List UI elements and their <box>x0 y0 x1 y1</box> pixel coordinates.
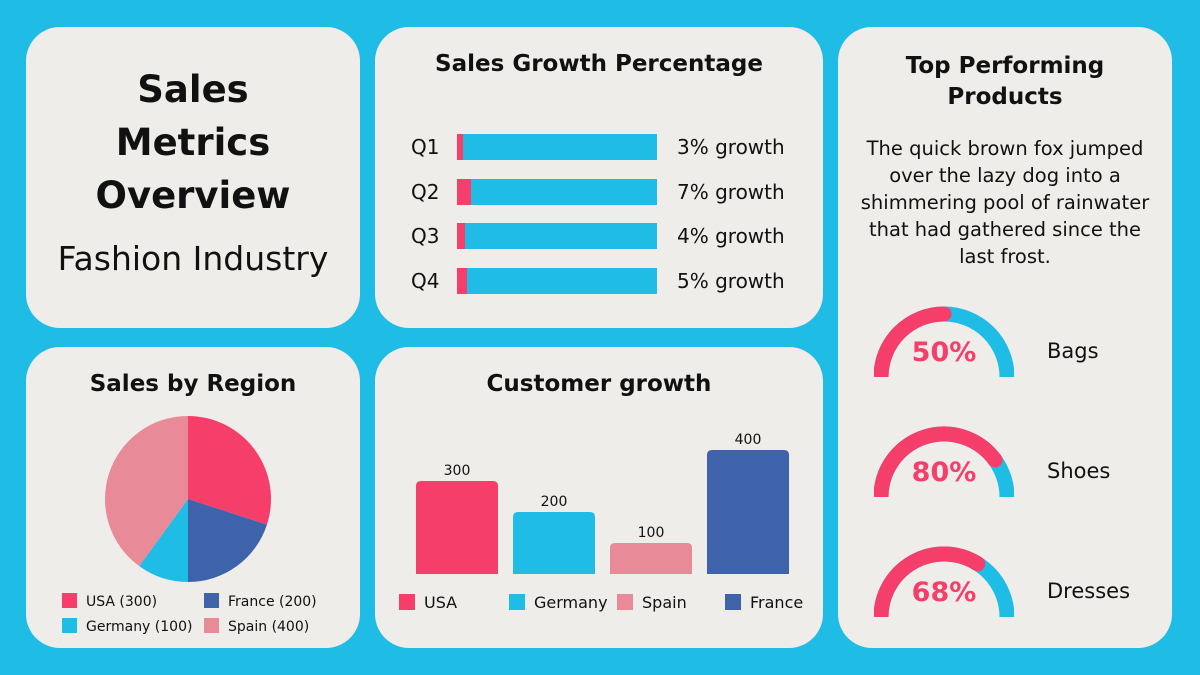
bar-usa <box>416 481 498 574</box>
gauge-fill-cap <box>970 556 986 572</box>
bar-group: 200 <box>513 494 595 574</box>
growth-label: 3% growth <box>677 135 785 159</box>
bar-legend-item: USA <box>399 593 457 613</box>
bar-germany <box>513 512 595 574</box>
pie-slice-usa <box>188 416 271 525</box>
bar-legend-item: Germany <box>509 593 608 613</box>
gauge-fill <box>874 306 945 377</box>
quarter-label: Q1 <box>411 135 440 159</box>
pie-legend-item: Germany (100) <box>62 617 193 636</box>
product-gauge-row: 80% Shoes <box>838 425 1172 505</box>
bar-france <box>707 450 789 574</box>
customer-growth-title: Customer growth <box>486 371 712 397</box>
legend-label: France (200) <box>228 594 317 610</box>
gauge-percent: 80% <box>911 457 977 488</box>
title-line-2: Metrics <box>115 121 271 164</box>
pie-legend-item: France (200) <box>204 592 317 611</box>
legend-swatch <box>62 617 77 633</box>
growth-label: 4% growth <box>677 224 785 248</box>
legend-swatch <box>725 593 741 610</box>
description-text: The quick brown fox jumped over the lazy… <box>860 137 1150 268</box>
quarter-label: Q2 <box>411 179 440 204</box>
pie-legend-item: Spain (400) <box>204 617 310 636</box>
growth-bar-fill <box>457 267 467 294</box>
legend-swatch <box>204 592 219 608</box>
bar-group: 400 <box>707 432 789 574</box>
pie-chart <box>104 416 271 582</box>
gauge-fill-cap <box>987 452 1003 468</box>
bar-value-label: 200 <box>541 494 568 510</box>
bar-value-label: 100 <box>638 525 665 541</box>
growth-bar-track <box>457 223 657 249</box>
gauge-chart <box>874 306 1014 377</box>
sales-growth-card: Sales Growth Percentage Q1 3% growth Q2 7% … <box>375 27 823 328</box>
sales-by-region-card: Sales by Region USA (300) France (200) Ger… <box>26 347 360 648</box>
growth-bar-track <box>457 267 657 294</box>
growth-label: 7% growth <box>677 179 785 204</box>
legend-label: Spain (400) <box>228 619 310 635</box>
main-title: Sales Metrics Overview <box>26 63 360 222</box>
top-products-card: Top Performing Products The quick brown … <box>838 27 1172 648</box>
growth-row: Q1 3% growth <box>375 134 823 160</box>
legend-label: Germany (100) <box>86 619 193 635</box>
sales-by-region-title: Sales by Region <box>89 371 297 397</box>
gauge-chart <box>874 546 1014 617</box>
legend-swatch <box>204 617 219 633</box>
bar-value-label: 300 <box>444 463 471 479</box>
product-name: Bags <box>1047 339 1099 363</box>
legend-label: USA <box>424 593 458 612</box>
pie-slice-germany <box>139 499 188 582</box>
gauge-chart <box>874 426 1014 497</box>
bar-chart: 300 200 100 400 <box>416 432 789 574</box>
growth-bar-fill <box>457 223 465 249</box>
gauge-percent: 50% <box>911 337 977 368</box>
sales-growth-title: Sales Growth Percentage <box>435 51 763 77</box>
legend-label: Spain <box>642 593 687 612</box>
quarter-label: Q4 <box>411 268 440 293</box>
customer-growth-card: Customer growth 300 200 100 400 USA Germany S… <box>375 347 823 648</box>
legend-swatch <box>399 593 415 610</box>
legend-swatch <box>62 592 77 608</box>
legend-label: Germany <box>534 593 608 612</box>
growth-label: 5% growth <box>677 268 785 293</box>
legend-label: USA (300) <box>86 594 158 610</box>
growth-row: Q4 5% growth <box>375 267 823 294</box>
bar-group: 300 <box>416 463 498 574</box>
product-gauge-row: 68% Dresses <box>838 545 1172 625</box>
subtitle: Fashion Industry <box>57 239 329 278</box>
title-card: Sales Metrics Overview Fashion Industry <box>26 27 360 328</box>
product-name: Dresses <box>1047 579 1131 603</box>
gauge-percent: 68% <box>911 577 977 608</box>
top-products-title-line-2: Products <box>947 84 1063 110</box>
legend-label: France <box>750 593 804 612</box>
legend-swatch <box>617 593 633 610</box>
pie-slice-france <box>188 499 267 582</box>
bar-group: 100 <box>610 525 692 574</box>
gauge-fill <box>874 426 1002 497</box>
growth-bar-track <box>457 178 657 205</box>
bar-legend-item: France <box>725 593 803 613</box>
bar-spain <box>610 543 692 574</box>
growth-bar-track <box>457 134 657 160</box>
product-gauge-row: 50% Bags <box>838 305 1172 385</box>
product-name: Shoes <box>1047 459 1111 483</box>
quarter-label: Q3 <box>411 224 440 248</box>
legend-swatch <box>509 593 525 610</box>
growth-bar-fill <box>457 134 463 160</box>
title-line-3: Overview <box>95 174 291 217</box>
bar-legend-item: Spain <box>617 593 687 613</box>
title-line-1: Sales <box>137 68 249 111</box>
growth-row: Q3 4% growth <box>375 223 823 249</box>
top-products-title-line-1: Top Performing <box>905 53 1105 79</box>
gauge-fill <box>874 546 982 617</box>
growth-bar-fill <box>457 178 471 205</box>
bar-value-label: 400 <box>735 432 762 448</box>
gauge-fill-cap <box>936 306 952 322</box>
growth-row: Q2 7% growth <box>375 178 823 205</box>
pie-slice-spain <box>104 416 188 567</box>
pie-legend-item: USA (300) <box>62 592 158 611</box>
top-products-title: Top Performing Products <box>838 51 1172 113</box>
